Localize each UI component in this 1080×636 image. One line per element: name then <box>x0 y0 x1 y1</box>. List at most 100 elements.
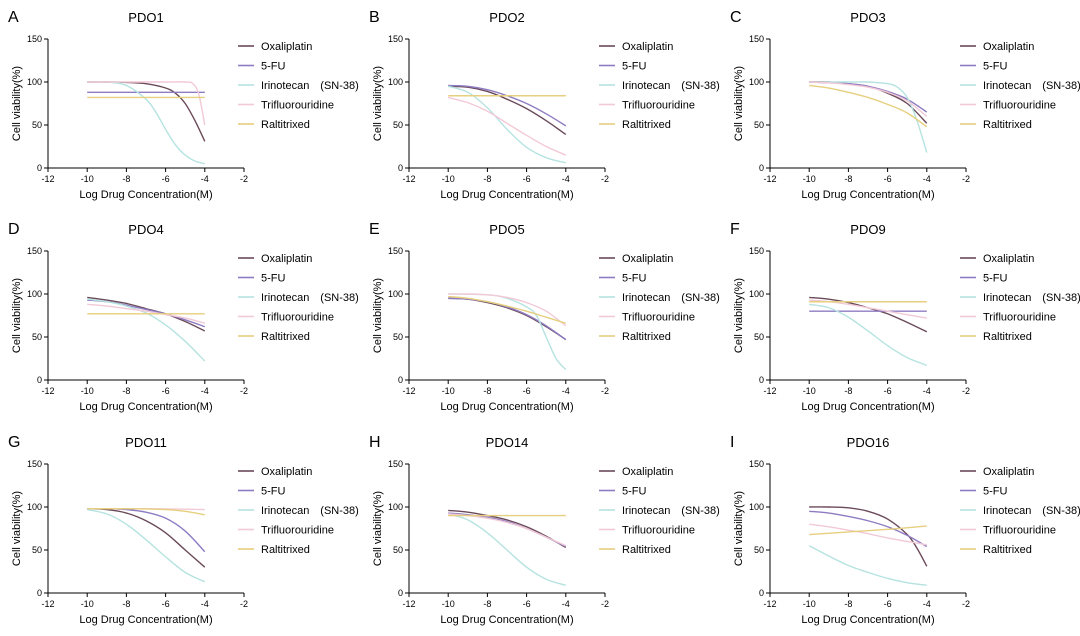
series-line <box>448 293 567 327</box>
legend-label: Trifluorouridine <box>261 312 334 324</box>
x-tick-label: -4 <box>923 386 931 396</box>
y-tick-label: 0 <box>398 163 403 173</box>
y-tick-label: 50 <box>754 332 764 342</box>
panel-letter: G <box>8 434 20 451</box>
legend-label: Irinotecan (SN-38) <box>261 80 359 92</box>
legend-label: Trifluorouridine <box>983 525 1056 537</box>
x-tick-label: -4 <box>201 174 209 184</box>
x-tick-label: -12 <box>763 386 776 396</box>
y-tick-label: 100 <box>388 77 403 87</box>
x-axis-label: Log Drug Concentration(M) <box>79 614 212 626</box>
y-axis-label: Cell viability(%) <box>372 278 384 353</box>
x-tick-label: -12 <box>41 174 54 184</box>
legend-label: Irinotecan (SN-38) <box>983 505 1080 517</box>
panel-letter: H <box>369 434 381 451</box>
x-tick-label: -6 <box>884 386 892 396</box>
y-tick-label: 50 <box>393 545 403 555</box>
panel-letter: D <box>8 221 20 238</box>
x-tick-label: -12 <box>41 386 54 396</box>
panel-title: PDO4 <box>128 222 163 237</box>
y-tick-label: 100 <box>388 502 403 512</box>
series-line <box>448 297 567 341</box>
series-line <box>87 81 205 165</box>
x-tick-label: -6 <box>162 386 170 396</box>
x-axis-label: Log Drug Concentration(M) <box>440 189 573 201</box>
y-axis-label: Cell viability(%) <box>372 66 384 141</box>
x-tick-label: -8 <box>122 599 130 609</box>
y-tick-label: 50 <box>32 545 42 555</box>
x-tick-label: -12 <box>763 174 776 184</box>
series-line <box>809 510 928 548</box>
x-tick-label: -2 <box>601 174 609 184</box>
y-tick-label: 150 <box>749 34 764 44</box>
x-tick-label: -4 <box>562 386 570 396</box>
panel-letter: A <box>8 9 19 26</box>
x-tick-label: -12 <box>402 599 415 609</box>
y-tick-label: 100 <box>27 289 42 299</box>
y-tick-label: 0 <box>37 588 42 598</box>
x-tick-label: -8 <box>844 386 852 396</box>
panel-title: PDO9 <box>850 222 885 237</box>
panel-letter: C <box>730 9 742 26</box>
y-tick-label: 150 <box>388 34 403 44</box>
y-tick-label: 50 <box>393 332 403 342</box>
legend-label: Irinotecan (SN-38) <box>983 292 1080 304</box>
legend-label: 5-FU <box>261 61 286 73</box>
legend-label: Oxaliplatin <box>983 41 1034 53</box>
y-tick-label: 150 <box>388 459 403 469</box>
panel-title: PDO11 <box>125 435 167 450</box>
panel-title: PDO14 <box>486 435 529 450</box>
legend-label: 5-FU <box>622 486 647 498</box>
x-tick-label: -10 <box>442 386 455 396</box>
x-tick-label: -10 <box>81 174 94 184</box>
x-tick-label: -6 <box>162 599 170 609</box>
legend-label: Oxaliplatin <box>983 253 1034 265</box>
legend-label: Oxaliplatin <box>261 41 312 53</box>
x-tick-label: -4 <box>923 174 931 184</box>
y-tick-label: 50 <box>32 332 42 342</box>
x-axis-label: Log Drug Concentration(M) <box>801 189 934 201</box>
legend-label: Raltitrixed <box>622 331 671 343</box>
legend-label: Raltitrixed <box>983 544 1032 556</box>
panel-title: PDO3 <box>850 10 885 25</box>
legend-label: Raltitrixed <box>983 119 1032 131</box>
x-tick-label: -8 <box>483 386 491 396</box>
series-line <box>809 303 928 367</box>
x-tick-label: -6 <box>523 174 531 184</box>
series-line <box>87 507 205 516</box>
y-axis-label: Cell viability(%) <box>11 66 23 141</box>
y-tick-label: 100 <box>388 289 403 299</box>
legend-label: 5-FU <box>983 61 1008 73</box>
y-tick-label: 50 <box>32 120 42 130</box>
legend-label: Oxaliplatin <box>622 41 673 53</box>
x-tick-label: -8 <box>483 599 491 609</box>
x-tick-label: -12 <box>402 174 415 184</box>
y-axis-label: Cell viability(%) <box>11 491 23 566</box>
x-tick-label: -8 <box>844 174 852 184</box>
y-tick-label: 150 <box>27 459 42 469</box>
panel-f: F PDO9 0 50 100 150 -12 -10 -8 -6 -4 -2 Log Drug Con… <box>730 221 1080 413</box>
x-tick-label: -2 <box>962 599 970 609</box>
x-axis-label: Log Drug Concentration(M) <box>79 189 212 201</box>
series-line <box>809 81 928 153</box>
series-line <box>809 525 927 536</box>
x-axis-label: Log Drug Concentration(M) <box>79 401 212 413</box>
series-line <box>87 296 206 332</box>
panel-title: PDO1 <box>128 10 163 25</box>
x-tick-label: -12 <box>402 386 415 396</box>
legend-label: 5-FU <box>261 273 286 285</box>
x-axis-label: Log Drug Concentration(M) <box>801 614 934 626</box>
legend-label: Irinotecan (SN-38) <box>622 292 720 304</box>
series-line <box>87 81 206 126</box>
x-tick-label: -2 <box>601 386 609 396</box>
legend-label: Oxaliplatin <box>261 253 312 265</box>
panel-title: PDO5 <box>489 222 524 237</box>
series-line <box>808 545 927 586</box>
panel-b: B PDO2 0 50 100 150 -12 -10 -8 -6 -4 -2 Log Drug Con… <box>369 9 720 201</box>
series-line <box>447 85 566 164</box>
y-tick-label: 100 <box>749 289 764 299</box>
x-tick-label: -6 <box>523 386 531 396</box>
legend-label: 5-FU <box>983 486 1008 498</box>
panel-title: PDO16 <box>847 435 890 450</box>
